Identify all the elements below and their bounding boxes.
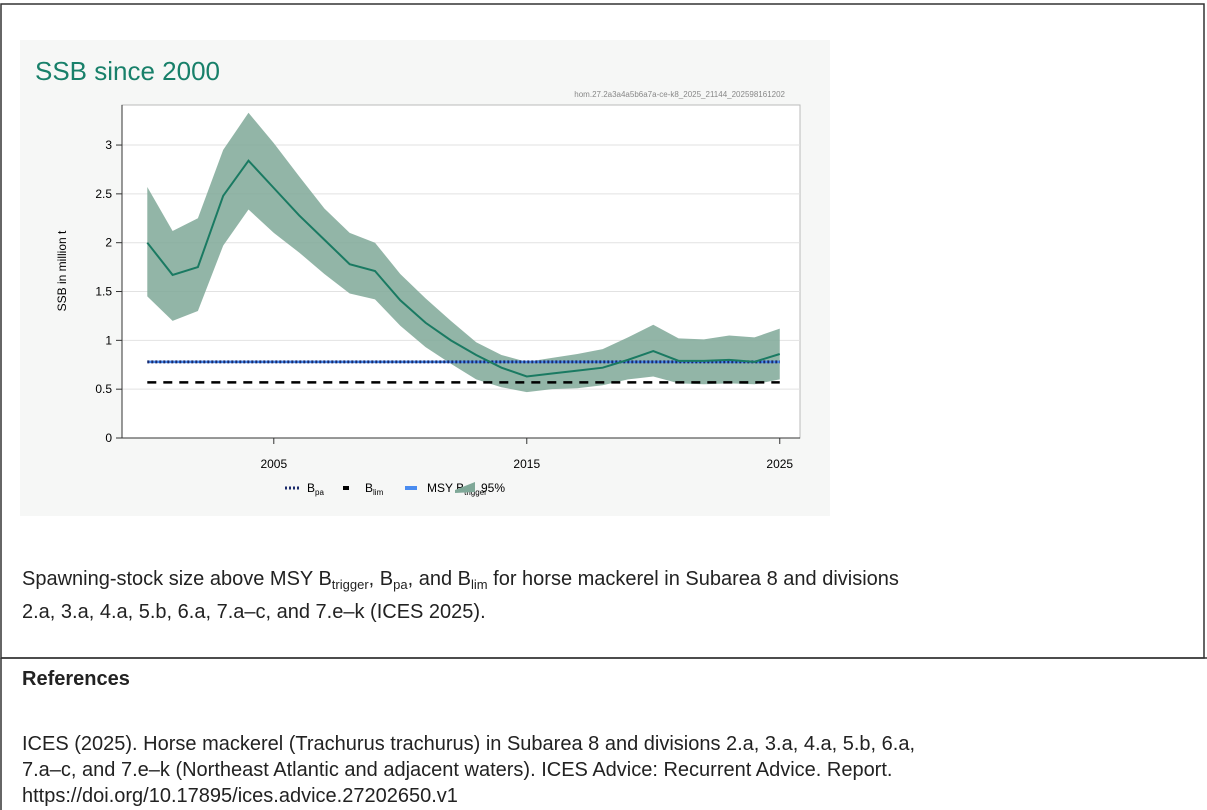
references-heading: References — [22, 668, 130, 690]
caption-subscript: lim — [471, 577, 488, 592]
legend-subscript: trigger — [464, 488, 487, 497]
chart-title: SSB since 2000 — [35, 56, 220, 86]
legend-name: B — [365, 481, 373, 495]
caption: Spawning-stock size above MSY Btrigger, … — [22, 568, 899, 592]
reference-text: 7.a–c, and 7.e–k (Northeast Atlantic and… — [22, 759, 892, 781]
legend-subscript: pa — [315, 488, 324, 497]
legend-label: 95% — [481, 481, 505, 495]
caption-text: , B — [369, 568, 393, 590]
x-tick-label: 2025 — [766, 457, 793, 471]
legend-name: B — [307, 481, 315, 495]
caption-text: , and B — [408, 568, 471, 590]
x-tick-label: 2005 — [260, 457, 287, 471]
y-tick-label: 2.5 — [95, 187, 112, 201]
chart-subtitle: hom.27.2a3a4a5b6a7a-ce-k8_2025_21144_202… — [574, 90, 785, 99]
reference-text: https://doi.org/10.17895/ices.advice.272… — [22, 785, 458, 807]
caption: 2.a, 3.a, 4.a, 5.b, 6.a, 7.a–c, and 7.e–… — [22, 601, 486, 623]
caption-text: Spawning-stock size above MSY B — [22, 568, 332, 590]
y-tick-label: 0 — [105, 431, 112, 445]
caption-text: 2.a, 3.a, 4.a, 5.b, 6.a, 7.a–c, and 7.e–… — [22, 601, 486, 623]
y-tick-label: 3 — [105, 138, 112, 152]
legend-subscript: lim — [373, 488, 384, 497]
y-tick-label: 0.5 — [95, 382, 112, 396]
legend-swatch — [455, 482, 475, 493]
y-axis-label: SSB in million t — [55, 230, 69, 311]
caption-subscript: trigger — [332, 577, 370, 592]
legend-label: Blim — [365, 481, 384, 497]
legend-label: MSY Btrigger — [427, 481, 487, 497]
y-tick-label: 2 — [105, 236, 112, 250]
y-tick-label: 1 — [105, 333, 112, 347]
reference-text: ICES (2025). Horse mackerel (Trachurus t… — [22, 733, 915, 755]
confidence-band — [147, 112, 780, 393]
ssb-line — [146, 159, 781, 378]
y-tick-label: 1.5 — [95, 285, 112, 299]
legend-name: MSY B — [427, 481, 464, 495]
legend-label: Bpa — [307, 481, 324, 497]
x-tick-label: 2015 — [513, 457, 540, 471]
caption-text: for horse mackerel in Subarea 8 and divi… — [488, 568, 899, 590]
caption-subscript: pa — [393, 577, 408, 592]
